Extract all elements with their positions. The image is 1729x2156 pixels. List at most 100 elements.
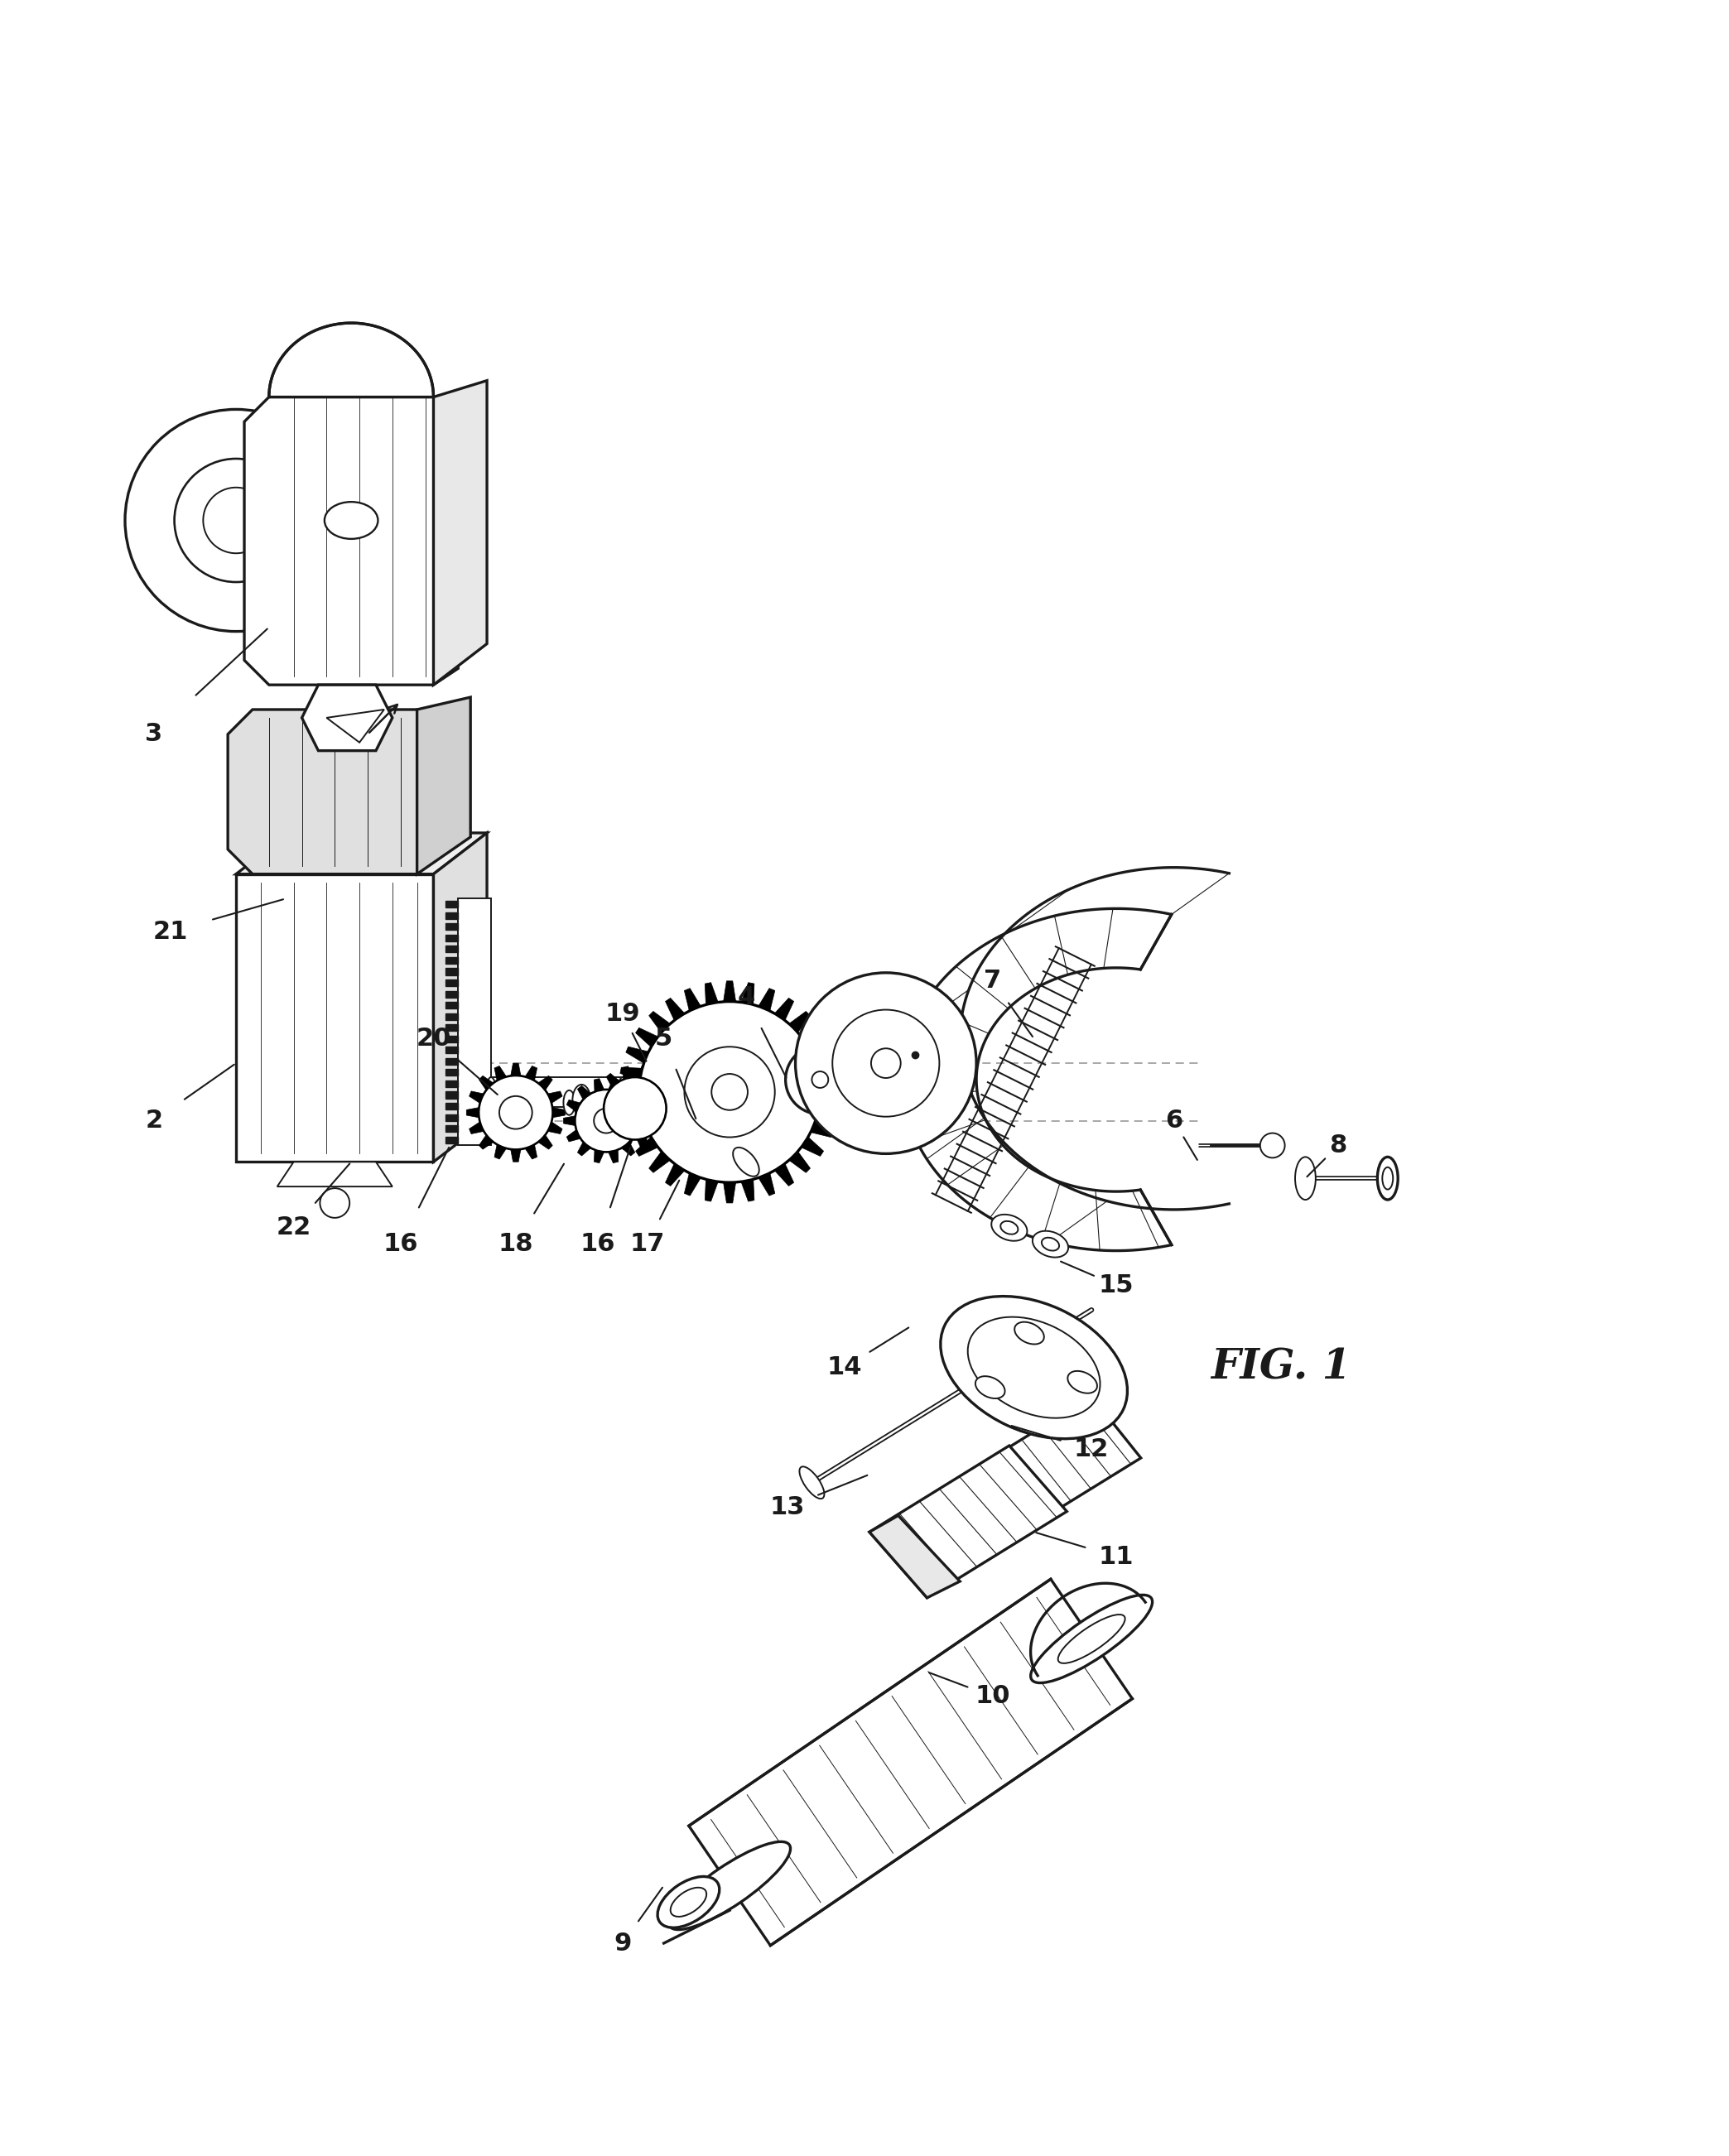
Circle shape (871, 1048, 901, 1078)
Circle shape (1260, 1134, 1285, 1158)
Ellipse shape (799, 1466, 825, 1498)
Ellipse shape (325, 502, 379, 539)
Polygon shape (446, 1080, 458, 1087)
Polygon shape (564, 1078, 648, 1162)
Polygon shape (327, 709, 384, 742)
Polygon shape (446, 1104, 458, 1110)
Polygon shape (446, 1115, 458, 1121)
Polygon shape (446, 1024, 458, 1031)
Polygon shape (446, 1125, 458, 1132)
Text: 21: 21 (152, 921, 188, 944)
Ellipse shape (486, 1078, 496, 1106)
Ellipse shape (1058, 1615, 1126, 1662)
Text: 19: 19 (605, 1003, 640, 1026)
Circle shape (785, 1046, 854, 1115)
Text: FIG. 1: FIG. 1 (1210, 1348, 1350, 1388)
Ellipse shape (733, 1147, 759, 1177)
Polygon shape (446, 934, 458, 942)
Text: 20: 20 (417, 1026, 451, 1050)
Polygon shape (446, 901, 458, 908)
Polygon shape (446, 1069, 458, 1076)
Polygon shape (491, 1078, 622, 1106)
Polygon shape (619, 981, 840, 1203)
Polygon shape (434, 382, 488, 686)
Polygon shape (870, 1447, 1067, 1598)
Ellipse shape (941, 1296, 1127, 1438)
Polygon shape (446, 990, 458, 998)
Polygon shape (228, 709, 441, 873)
Ellipse shape (1067, 1371, 1098, 1393)
Text: 7: 7 (984, 968, 1001, 994)
Ellipse shape (1041, 1238, 1060, 1250)
Circle shape (685, 1048, 775, 1136)
Ellipse shape (975, 1376, 1005, 1399)
Polygon shape (446, 1048, 458, 1054)
Ellipse shape (840, 1048, 866, 1078)
Text: 9: 9 (614, 1932, 631, 1955)
Text: 12: 12 (1074, 1438, 1108, 1462)
Ellipse shape (1295, 1158, 1316, 1199)
Ellipse shape (1015, 1322, 1044, 1343)
Text: 15: 15 (1098, 1274, 1134, 1298)
Text: 11: 11 (1098, 1544, 1134, 1570)
Polygon shape (446, 1136, 458, 1143)
Polygon shape (458, 899, 491, 1145)
Ellipse shape (1378, 1158, 1399, 1199)
Polygon shape (237, 832, 488, 873)
Text: 22: 22 (277, 1216, 311, 1240)
Ellipse shape (617, 1078, 628, 1106)
Polygon shape (446, 923, 458, 929)
Circle shape (813, 1072, 828, 1089)
Text: 4: 4 (737, 985, 756, 1009)
Polygon shape (446, 979, 458, 985)
Polygon shape (467, 1063, 565, 1162)
Text: 8: 8 (1330, 1134, 1347, 1158)
Polygon shape (417, 696, 470, 873)
Polygon shape (237, 873, 434, 1162)
Polygon shape (446, 1035, 458, 1041)
Circle shape (593, 1108, 619, 1134)
Ellipse shape (671, 1886, 707, 1917)
Text: 13: 13 (769, 1496, 804, 1520)
Polygon shape (446, 1091, 458, 1097)
Ellipse shape (657, 1876, 719, 1927)
Circle shape (603, 1078, 666, 1141)
Polygon shape (446, 1059, 458, 1065)
Text: 16: 16 (581, 1231, 616, 1257)
Text: 14: 14 (826, 1356, 863, 1380)
Ellipse shape (968, 1317, 1100, 1419)
Polygon shape (303, 686, 392, 750)
Circle shape (500, 1095, 533, 1130)
Circle shape (479, 1076, 553, 1149)
Circle shape (320, 1188, 349, 1218)
Ellipse shape (1001, 1220, 1018, 1233)
Polygon shape (244, 397, 458, 686)
Ellipse shape (669, 1841, 790, 1930)
Text: 18: 18 (498, 1231, 533, 1257)
Polygon shape (446, 957, 458, 964)
Polygon shape (688, 1578, 1132, 1945)
Circle shape (640, 1003, 820, 1181)
Ellipse shape (1381, 1166, 1394, 1190)
Circle shape (576, 1089, 638, 1151)
Circle shape (802, 1061, 839, 1097)
Polygon shape (270, 323, 434, 397)
Ellipse shape (564, 1091, 576, 1115)
Text: 17: 17 (629, 1231, 666, 1257)
Circle shape (204, 487, 270, 554)
Polygon shape (446, 912, 458, 918)
Ellipse shape (572, 1084, 591, 1117)
Polygon shape (951, 1466, 1034, 1544)
Polygon shape (446, 1013, 458, 1020)
Circle shape (124, 410, 348, 632)
Polygon shape (446, 968, 458, 975)
Polygon shape (446, 946, 458, 953)
Polygon shape (446, 1003, 458, 1009)
Text: 6: 6 (1165, 1108, 1183, 1132)
Ellipse shape (1030, 1595, 1152, 1684)
Text: 16: 16 (384, 1231, 418, 1257)
Polygon shape (951, 1397, 1141, 1544)
Ellipse shape (991, 1214, 1027, 1242)
Ellipse shape (1032, 1231, 1069, 1257)
Circle shape (795, 972, 977, 1153)
